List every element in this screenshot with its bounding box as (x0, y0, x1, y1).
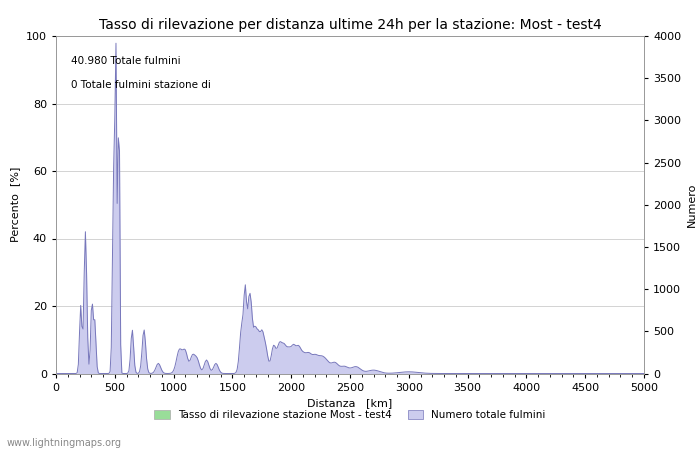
Text: 0 Totale fulmini stazione di: 0 Totale fulmini stazione di (71, 80, 211, 90)
Legend: Tasso di rilevazione stazione Most - test4, Numero totale fulmini: Tasso di rilevazione stazione Most - tes… (150, 406, 550, 424)
Text: 40.980 Totale fulmini: 40.980 Totale fulmini (71, 56, 181, 66)
X-axis label: Distanza   [km]: Distanza [km] (307, 398, 393, 408)
Y-axis label: Numero: Numero (687, 183, 696, 227)
Text: www.lightningmaps.org: www.lightningmaps.org (7, 438, 122, 448)
Title: Tasso di rilevazione per distanza ultime 24h per la stazione: Most - test4: Tasso di rilevazione per distanza ultime… (99, 18, 601, 32)
Y-axis label: Percento  [%]: Percento [%] (10, 167, 20, 243)
